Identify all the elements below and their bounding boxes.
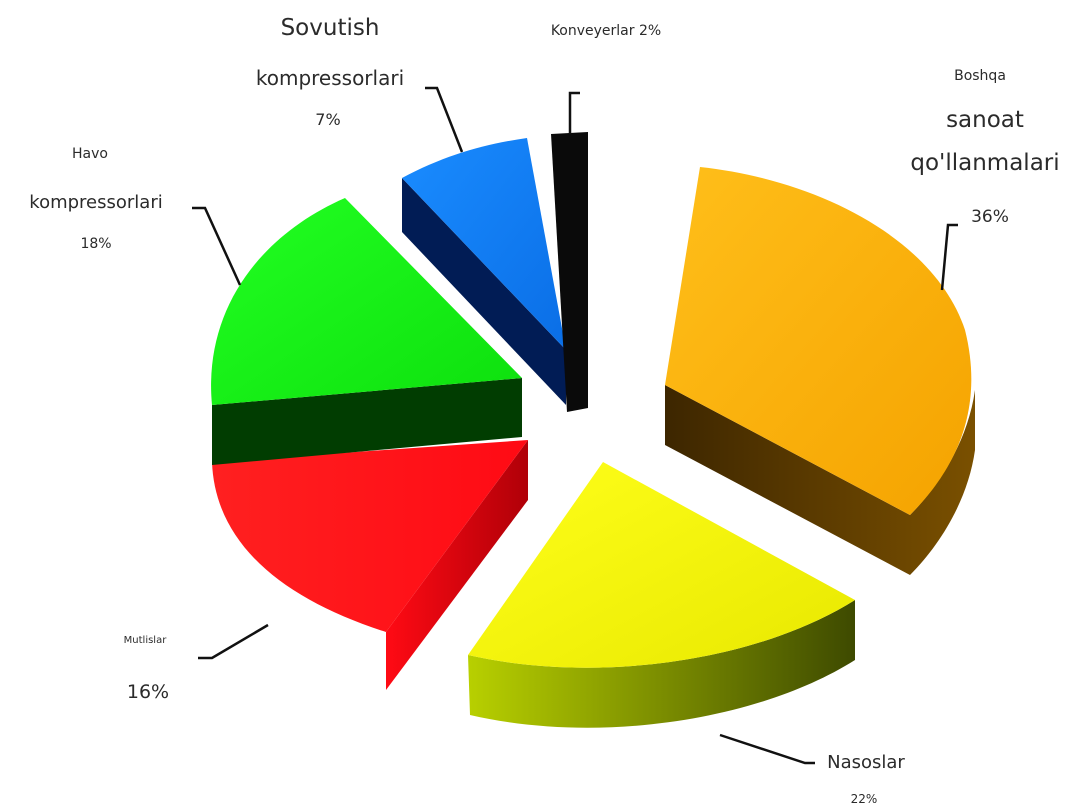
label-nasoslar-line1: Nasoslar — [827, 752, 905, 773]
leader-nasoslar — [719, 733, 815, 765]
label-boshqa-pct: 36% — [971, 207, 1009, 227]
leader-konveyerlar — [568, 91, 580, 134]
slice-nasoslar — [468, 462, 855, 728]
leader-havo — [192, 206, 242, 286]
label-sovutish-pct: 7% — [315, 110, 340, 129]
label-boshqa-line2: sanoat — [946, 107, 1024, 133]
label-havo-line2: kompressorlari — [29, 192, 162, 213]
slice-boshqa-sanoat-top — [665, 167, 972, 515]
slice-sovutish-kompressorlari-side — [402, 178, 566, 405]
slice-havo-kompressorlari-side — [212, 378, 522, 465]
leader-sovutish — [425, 86, 464, 153]
slice-mutlislar-top — [212, 440, 528, 632]
leader-mutlislar — [198, 623, 269, 660]
slice-sovutish-kompressorlari — [402, 138, 566, 405]
slice-havo-kompressorlari — [211, 198, 522, 465]
label-sovutish-line1: Sovutish — [281, 15, 380, 41]
slice-boshqa-sanoat-side — [665, 385, 975, 575]
slice-labels: Sovutish kompressorlari 7% Konveyerlar 2… — [29, 15, 1059, 806]
leader-boshqa — [940, 223, 958, 291]
label-konveyerlar: Konveyerlar 2% — [551, 23, 661, 39]
slice-boshqa-sanoat — [665, 167, 975, 575]
label-boshqa-line1: Boshqa — [954, 68, 1006, 84]
label-havo-line1: Havo — [72, 146, 108, 162]
slice-sovutish-kompressorlari-top — [402, 138, 566, 350]
leader-lines — [192, 86, 958, 765]
slice-konveyerlar-top — [551, 132, 588, 412]
label-mutlislar-pct: 16% — [127, 681, 169, 703]
label-nasoslar-pct: 22% — [851, 792, 878, 806]
label-havo-pct: 18% — [80, 236, 111, 252]
slice-konveyerlar — [551, 132, 588, 412]
slice-nasoslar-top — [468, 462, 855, 668]
slice-mutlislar-side — [386, 440, 528, 690]
label-sovutish-line2: kompressorlari — [256, 66, 404, 90]
label-mutlislar-line1: Mutlislar — [124, 635, 168, 646]
slice-havo-kompressorlari-top — [211, 198, 522, 405]
label-boshqa-line3: qo'llanmalari — [910, 150, 1059, 176]
slice-nasoslar-side — [468, 600, 855, 728]
slice-mutlislar — [212, 440, 528, 690]
